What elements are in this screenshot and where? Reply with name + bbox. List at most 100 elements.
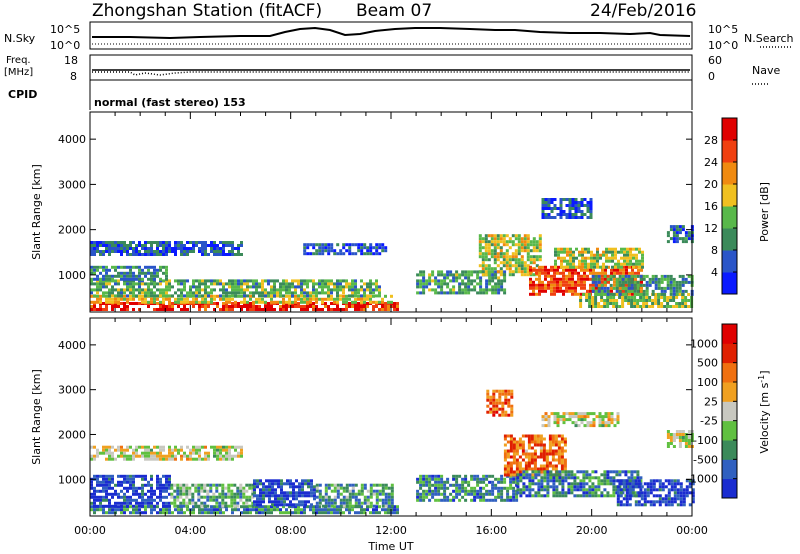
power-cell xyxy=(180,247,183,250)
velocity-cell xyxy=(117,445,120,449)
power-cell xyxy=(532,237,536,241)
velocity-cell xyxy=(129,498,132,502)
power-cell xyxy=(108,268,111,272)
velocity-cell xyxy=(507,398,511,402)
velocity-cell xyxy=(606,491,610,495)
velocity-cell xyxy=(237,451,240,455)
power-cell xyxy=(216,244,219,247)
power-cell xyxy=(150,241,153,244)
velocity-cell xyxy=(509,480,513,484)
power-cell xyxy=(156,271,159,275)
power-cell xyxy=(240,253,243,256)
velocity-cell xyxy=(461,495,465,499)
velocity-cell xyxy=(327,511,330,515)
velocity-cell xyxy=(336,492,340,496)
power-cell xyxy=(669,286,673,290)
power-cell xyxy=(672,292,676,296)
power-cell xyxy=(204,288,207,292)
power-cell xyxy=(156,308,159,311)
velocity-cell xyxy=(108,501,111,505)
power-cell xyxy=(627,299,631,302)
velocity-cell xyxy=(676,497,680,501)
power-cell xyxy=(550,216,554,219)
velocity-cell xyxy=(554,464,558,468)
power-cell xyxy=(532,267,536,271)
velocity-cell xyxy=(527,446,531,450)
power-cell xyxy=(90,294,93,298)
power-cell xyxy=(562,210,566,213)
velocity-cell xyxy=(203,495,207,499)
power-cell xyxy=(481,246,485,250)
power-cell xyxy=(294,291,297,295)
velocity-cell xyxy=(176,489,180,493)
power-cell xyxy=(612,292,616,296)
velocity-cell xyxy=(348,501,352,505)
power-cell xyxy=(327,297,330,301)
velocity-cell xyxy=(93,508,96,512)
power-cell xyxy=(360,288,363,292)
power-cell xyxy=(174,297,177,301)
power-cell xyxy=(189,250,192,253)
velocity-cell xyxy=(637,494,641,498)
velocity-cell xyxy=(387,511,390,515)
power-cell xyxy=(363,243,367,247)
velocity-cell xyxy=(458,498,462,502)
velocity-cell xyxy=(553,412,557,416)
velocity-cell xyxy=(479,492,483,496)
velocity-cell xyxy=(603,488,607,492)
power-cell xyxy=(615,289,619,293)
power-cell xyxy=(557,256,560,260)
power-cell xyxy=(129,297,132,301)
velocity-cell xyxy=(503,477,507,481)
velocity-cell xyxy=(500,477,504,481)
velocity-cell xyxy=(237,454,240,458)
velocity-cell xyxy=(567,482,571,486)
velocity-cell xyxy=(179,492,183,496)
power-cell xyxy=(476,270,480,274)
power-cell xyxy=(559,213,563,216)
power-cell xyxy=(153,253,156,256)
power-cell xyxy=(153,282,156,286)
velocity-cell xyxy=(123,474,126,478)
velocity-cell xyxy=(606,473,610,477)
velocity-cell xyxy=(506,467,510,471)
velocity-cell xyxy=(479,489,483,493)
power-cell xyxy=(348,305,351,308)
velocity-cell xyxy=(492,404,496,408)
power-cell xyxy=(645,274,649,278)
velocity-cell xyxy=(327,486,331,490)
velocity-cell xyxy=(219,454,222,458)
power-cell xyxy=(587,256,590,260)
power-cell xyxy=(622,265,625,269)
power-cell xyxy=(484,267,488,271)
power-cell xyxy=(216,247,219,250)
power-cell xyxy=(581,265,584,269)
velocity-cell xyxy=(221,483,225,487)
power-cell xyxy=(120,247,123,250)
power-cell xyxy=(165,282,168,286)
power-cell xyxy=(354,291,357,295)
velocity-cell xyxy=(129,495,132,499)
velocity-cell xyxy=(551,449,555,453)
power-cell xyxy=(611,259,614,263)
velocity-cell xyxy=(218,492,222,496)
velocity-cell xyxy=(123,505,126,509)
power-cell xyxy=(105,279,108,283)
power-cell xyxy=(455,273,459,277)
velocity-cell xyxy=(504,392,508,396)
velocity-cell xyxy=(525,494,529,498)
power-cell xyxy=(327,252,331,256)
velocity-cell xyxy=(271,494,274,498)
velocity-cell xyxy=(582,488,586,492)
velocity-cell xyxy=(186,508,189,512)
velocity-cell xyxy=(108,511,111,515)
power-cell xyxy=(291,279,294,283)
velocity-cell xyxy=(198,508,201,512)
velocity-cell xyxy=(678,439,682,442)
velocity-cell xyxy=(636,473,640,477)
velocity-cell xyxy=(268,491,271,495)
power-cell xyxy=(494,285,498,289)
power-cell xyxy=(657,277,661,281)
velocity-cell xyxy=(195,457,198,461)
power-cell xyxy=(294,297,297,301)
